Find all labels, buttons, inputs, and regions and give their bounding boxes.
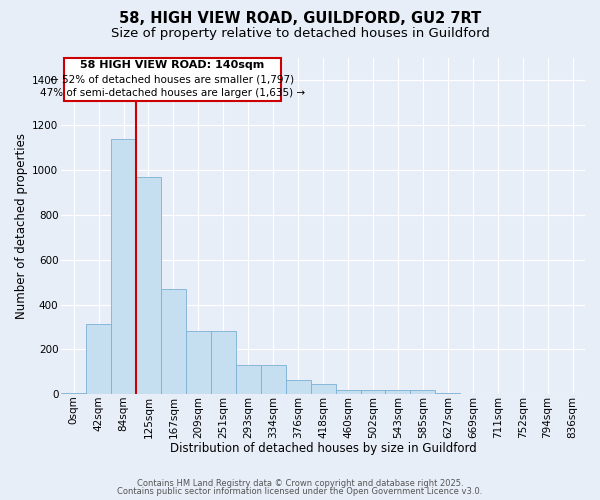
Text: 58, HIGH VIEW ROAD, GUILDFORD, GU2 7RT: 58, HIGH VIEW ROAD, GUILDFORD, GU2 7RT: [119, 11, 481, 26]
Text: Size of property relative to detached houses in Guildford: Size of property relative to detached ho…: [110, 28, 490, 40]
Bar: [186, 332, 211, 394]
Text: ← 52% of detached houses are smaller (1,797): ← 52% of detached houses are smaller (1,…: [50, 74, 294, 85]
FancyBboxPatch shape: [64, 58, 281, 102]
Bar: [410, 390, 436, 394]
Bar: [61, 393, 86, 394]
Bar: [286, 380, 311, 394]
Bar: [111, 140, 136, 394]
X-axis label: Distribution of detached houses by size in Guildford: Distribution of detached houses by size …: [170, 442, 476, 455]
Text: Contains public sector information licensed under the Open Government Licence v3: Contains public sector information licen…: [118, 487, 482, 496]
Bar: [261, 365, 286, 394]
Y-axis label: Number of detached properties: Number of detached properties: [15, 133, 28, 319]
Bar: [161, 289, 186, 395]
Bar: [136, 176, 161, 394]
Text: Contains HM Land Registry data © Crown copyright and database right 2025.: Contains HM Land Registry data © Crown c…: [137, 478, 463, 488]
Bar: [385, 390, 410, 394]
Bar: [335, 390, 361, 394]
Bar: [236, 365, 261, 394]
Bar: [311, 384, 335, 394]
Bar: [211, 332, 236, 394]
Bar: [86, 324, 111, 394]
Text: 58 HIGH VIEW ROAD: 140sqm: 58 HIGH VIEW ROAD: 140sqm: [80, 60, 265, 70]
Bar: [361, 390, 385, 394]
Bar: [436, 393, 460, 394]
Text: 47% of semi-detached houses are larger (1,635) →: 47% of semi-detached houses are larger (…: [40, 88, 305, 98]
